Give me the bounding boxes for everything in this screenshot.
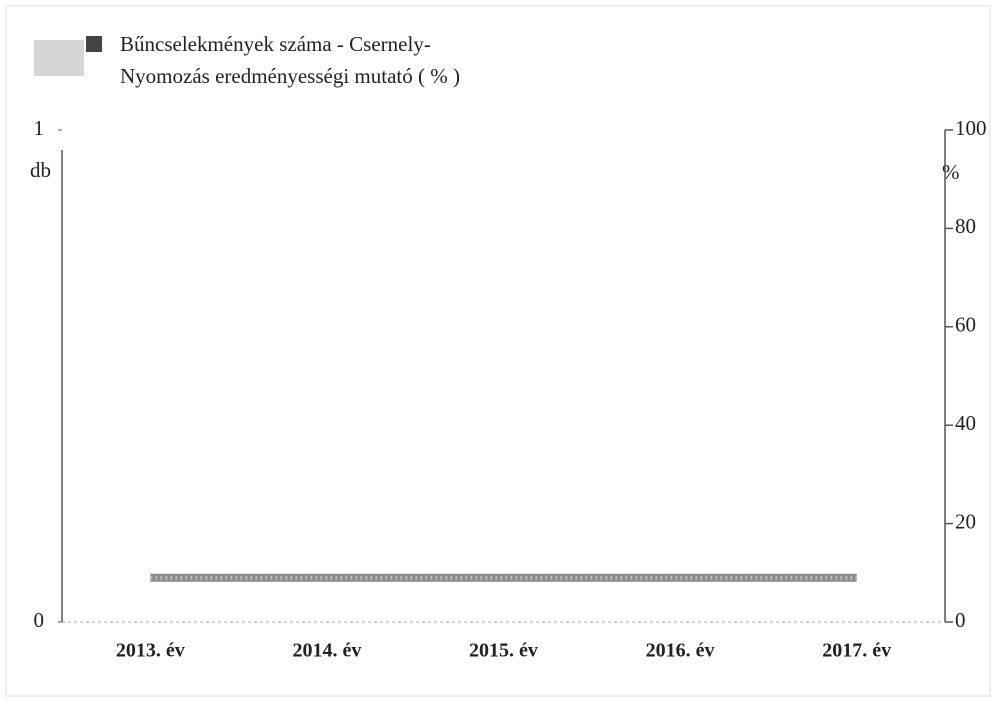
y-axis-title: db (30, 158, 51, 182)
x-tick-label: 2016. év (646, 640, 715, 662)
x-tick-label: 2014. év (292, 640, 361, 662)
legend-swatch-smudge (34, 40, 84, 76)
y2-axis-title: % (942, 160, 960, 184)
legend-label: Nyomozás eredményességi mutató ( % ) (120, 64, 460, 88)
legend-swatch (86, 36, 102, 52)
y2-tick-label: 0 (955, 608, 966, 632)
legend-label: Bűncselekmények száma - Csernely- (120, 32, 431, 56)
y-tick-label: 1 (34, 116, 45, 140)
y2-tick-label: 100 (955, 116, 987, 140)
y2-tick-label: 80 (955, 214, 976, 238)
x-tick-label: 2013. év (116, 640, 185, 662)
x-tick-label: 2017. év (822, 640, 891, 662)
frame (5, 5, 991, 697)
x-tick-label: 2015. év (469, 640, 538, 662)
y2-tick-label: 60 (955, 313, 976, 337)
y2-tick-label: 20 (955, 509, 976, 533)
y-tick-label: 0 (34, 608, 45, 632)
y2-tick-label: 40 (955, 411, 976, 435)
